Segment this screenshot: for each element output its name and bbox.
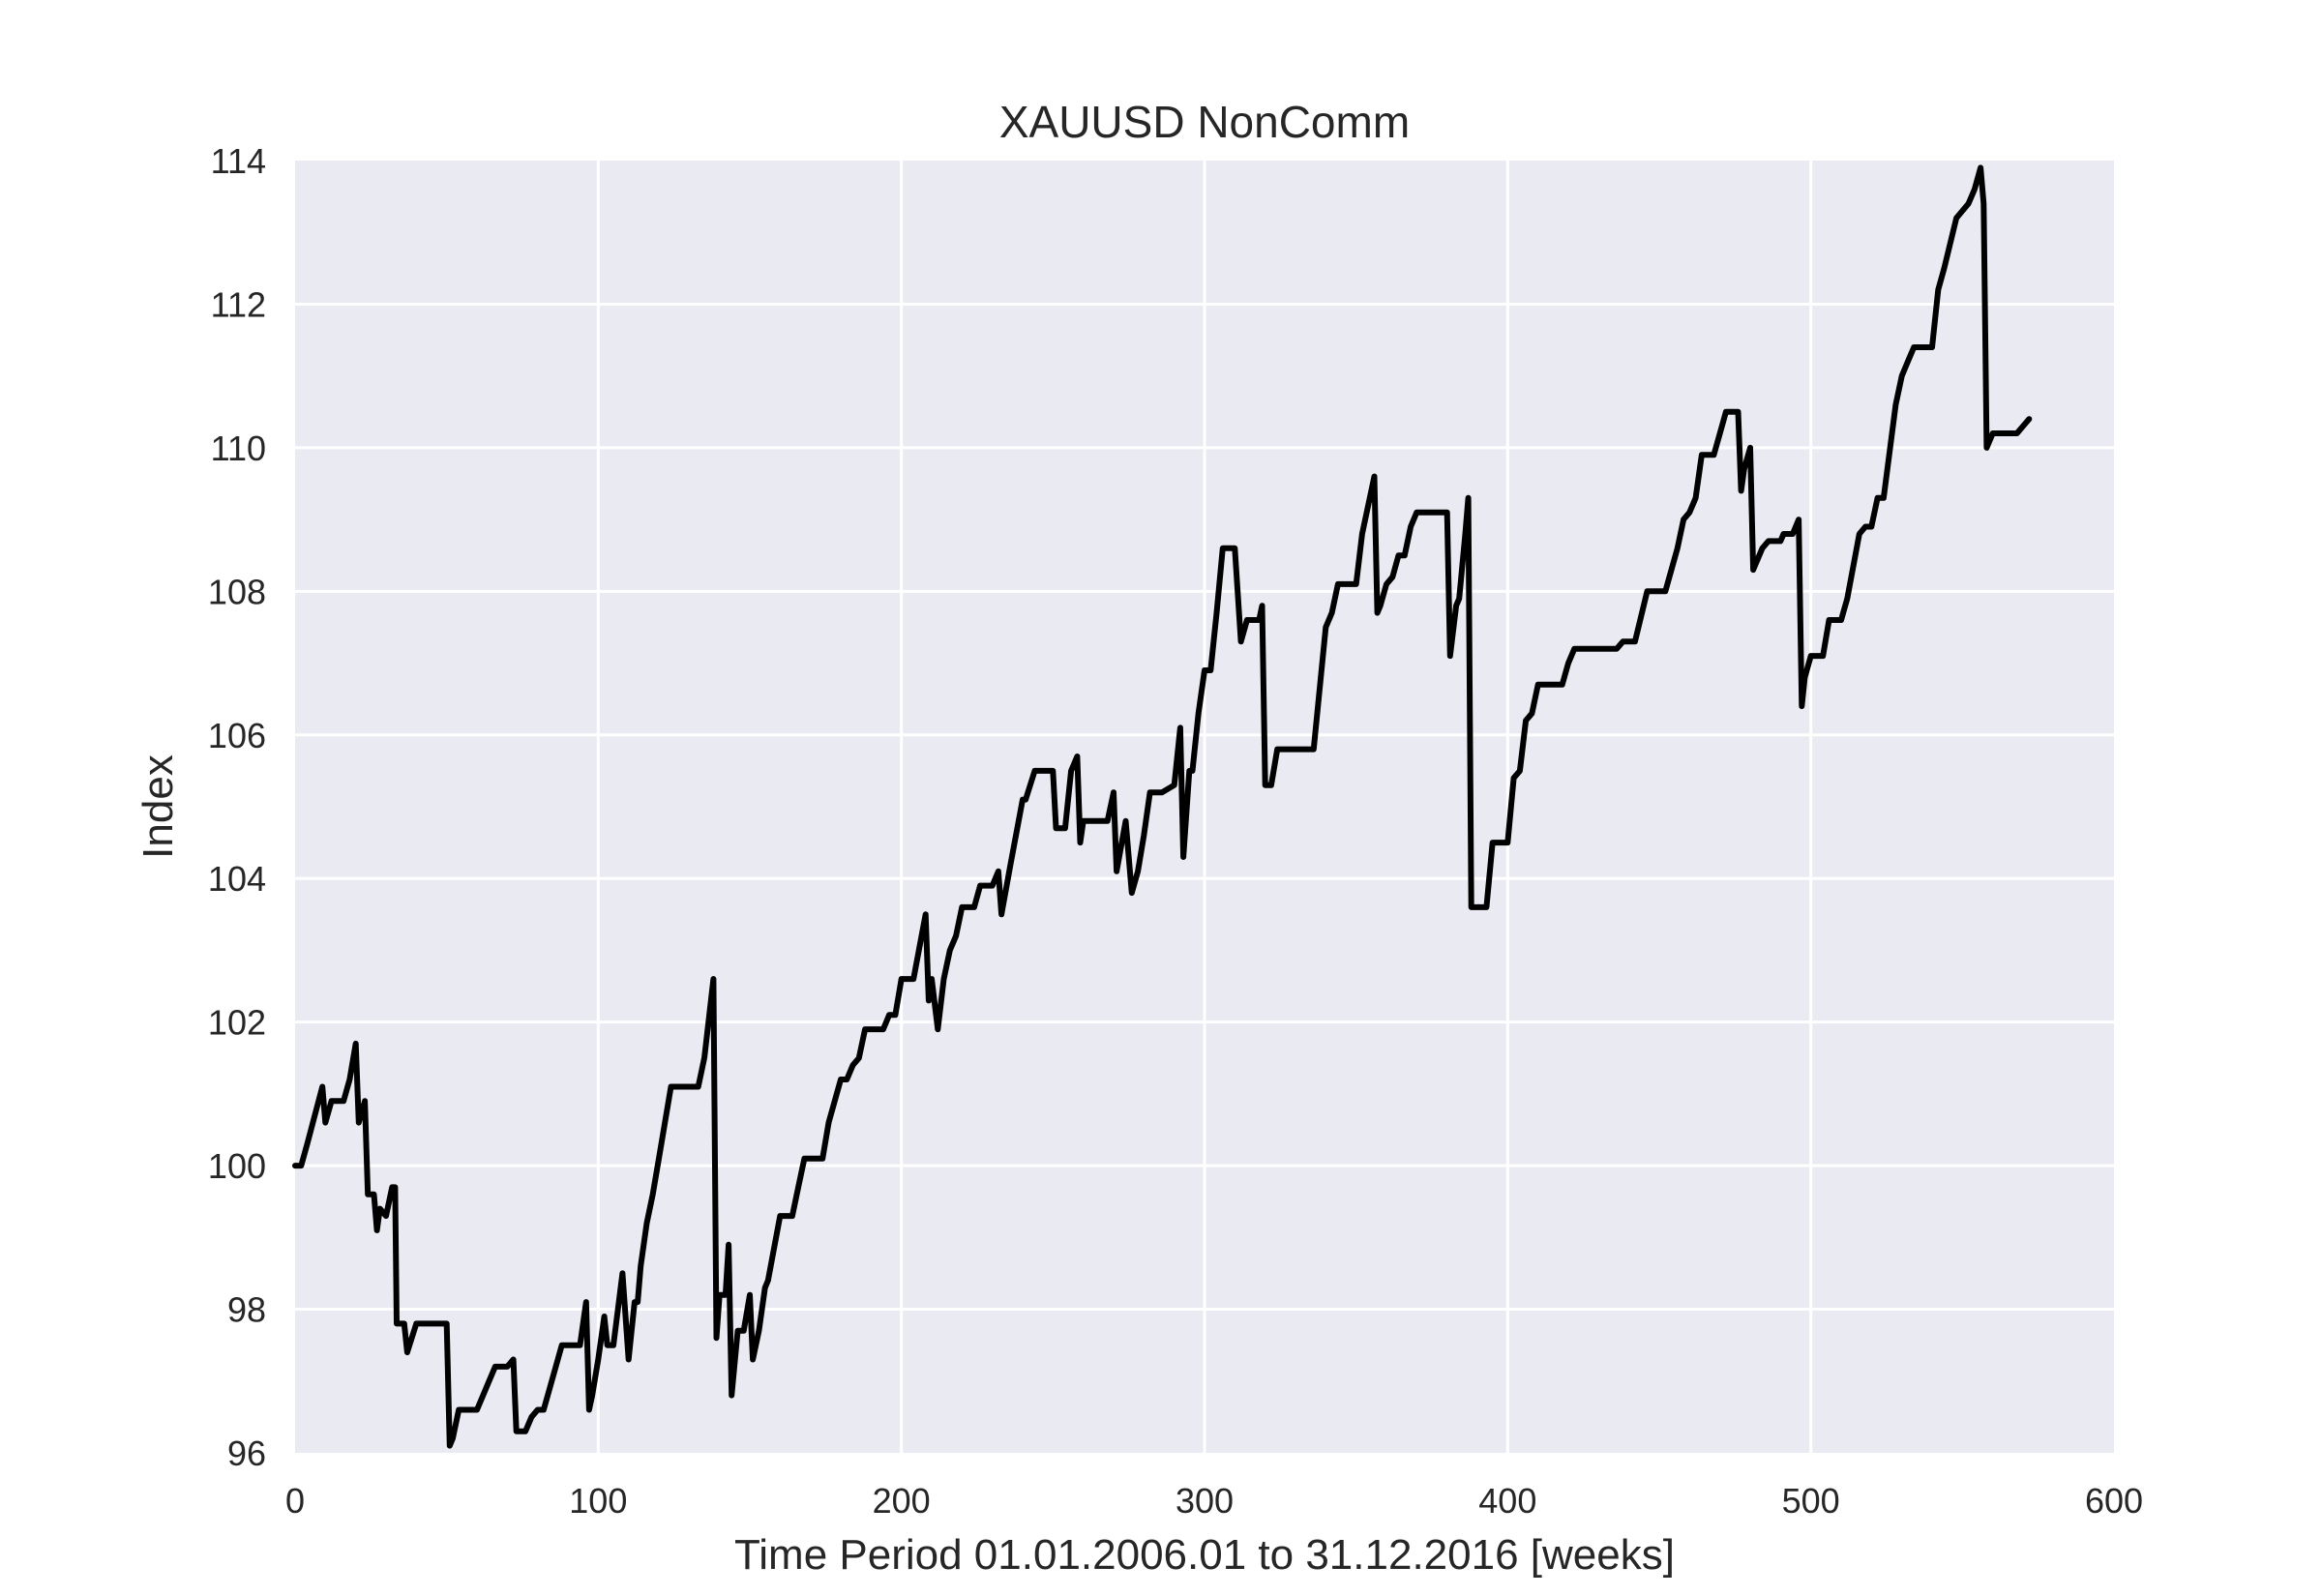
chart-title: XAUUSD NonComm — [999, 97, 1410, 147]
x-tick-label: 200 — [873, 1481, 931, 1521]
y-tick-label: 112 — [211, 284, 266, 324]
series-line — [292, 164, 2033, 1449]
x-tick-label: 100 — [569, 1481, 627, 1521]
y-tick-label: 104 — [208, 859, 266, 899]
grid-lines — [295, 161, 2114, 1453]
y-tick-label: 106 — [208, 716, 266, 755]
y-axis-label: Index — [134, 754, 182, 859]
y-tick-label: 114 — [211, 141, 266, 181]
y-tick-label: 108 — [208, 572, 266, 611]
x-axis-label: Time Period 01.01.2006.01 to 31.12.2016 … — [734, 1531, 1675, 1579]
x-tick-labels: 0 100 200 300 400 500 600 — [285, 1481, 2143, 1521]
y-tick-label: 100 — [208, 1146, 266, 1186]
y-tick-label: 98 — [227, 1290, 266, 1330]
x-tick-label: 300 — [1176, 1481, 1234, 1521]
y-tick-label: 110 — [211, 429, 266, 468]
y-tick-label: 102 — [208, 1003, 266, 1043]
x-tick-label: 0 — [285, 1481, 305, 1521]
y-tick-label: 96 — [227, 1433, 266, 1473]
y-tick-labels: 96 98 100 102 104 106 108 110 112 114 — [208, 141, 266, 1473]
x-tick-label: 500 — [1782, 1481, 1840, 1521]
x-tick-label: 600 — [2085, 1481, 2143, 1521]
x-tick-label: 400 — [1478, 1481, 1536, 1521]
